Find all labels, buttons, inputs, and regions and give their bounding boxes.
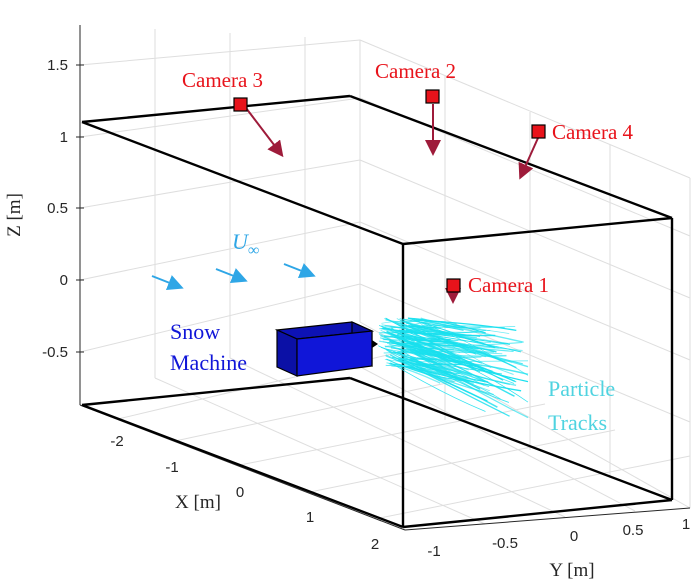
particle-track: [407, 344, 529, 383]
particle-track: [402, 357, 456, 376]
particle-track: [386, 358, 470, 382]
particle-track: [380, 346, 502, 375]
particle-track: [420, 333, 523, 365]
x-tick-labels: -2 -1 0 1 2: [110, 433, 379, 553]
camera-4: Camera 4: [518, 120, 634, 180]
camera-1-label: Camera 1: [468, 273, 549, 297]
y-tick: 1: [682, 516, 690, 533]
particle-track: [415, 319, 445, 334]
camera-3: Camera 3: [182, 68, 284, 158]
y-tick: -0.5: [492, 535, 518, 552]
flow-arrows: [151, 263, 316, 291]
particle-track: [416, 341, 529, 368]
particle-tracks-label: Tracks: [548, 410, 607, 435]
z-tick: -0.5: [42, 344, 68, 361]
particle-track: [421, 358, 448, 371]
particle-track: [397, 350, 507, 357]
y-tick: 0.5: [623, 522, 644, 539]
particle-track: [386, 348, 441, 354]
particle-track: [412, 349, 493, 373]
particle-tracks-label: Particle: [548, 376, 615, 401]
particle-track: [415, 350, 510, 385]
flow-arrow: [215, 268, 248, 284]
x-tick: 0: [236, 484, 244, 501]
particle-track: [422, 342, 488, 351]
particle-track: [379, 340, 495, 353]
x-tick: -1: [165, 459, 178, 476]
particle-track: [383, 328, 422, 335]
y-tick: -1: [427, 543, 440, 560]
y-axis-label: Y [m]: [549, 560, 594, 581]
particle-track: [390, 326, 509, 344]
particle-track: [421, 330, 459, 335]
x-tick: 2: [371, 536, 379, 553]
particle-track: [407, 317, 456, 335]
x-tick: -2: [110, 433, 123, 450]
camera-4-label: Camera 4: [552, 120, 634, 144]
particle-track: [381, 320, 427, 325]
camera-2: Camera 2: [375, 59, 456, 156]
z-tick: 0: [60, 272, 68, 289]
particle-track: [385, 354, 494, 396]
particle-track: [390, 362, 486, 412]
freestream-velocity-label: U∞: [232, 229, 259, 259]
particle-track: [399, 317, 444, 339]
measurement-volume-box: [81, 94, 674, 529]
z-tick: 0.5: [47, 200, 68, 217]
z-tick: 1.5: [47, 57, 68, 74]
z-tick-labels: 1.5 1 0.5 0 -0.5: [42, 57, 68, 361]
particle-track: [398, 348, 510, 403]
particle-track: [386, 330, 515, 397]
particle-track: [413, 318, 524, 343]
flow-arrow: [151, 275, 184, 291]
particle-tracks: [378, 317, 529, 419]
z-axis-label: Z [m]: [4, 193, 25, 237]
snow-machine-label: Machine: [170, 350, 247, 375]
y-tick-labels: -1 -0.5 0 0.5 1: [427, 516, 690, 560]
axis-lines: [76, 25, 691, 531]
y-tick: 0: [570, 528, 578, 545]
z-tick: 1: [60, 129, 68, 146]
particle-track: [406, 328, 517, 369]
particle-track: [379, 325, 505, 330]
particle-track: [396, 333, 435, 344]
camera-1: Camera 1: [445, 273, 549, 304]
snow-machine-label: Snow: [170, 319, 220, 344]
x-tick: 1: [306, 509, 314, 526]
particle-track: [399, 356, 488, 402]
snow-machine: [274, 321, 378, 377]
flow-arrow: [283, 263, 316, 279]
particle-track: [402, 318, 464, 331]
x-axis-label: X [m]: [175, 492, 221, 513]
camera-2-label: Camera 2: [375, 59, 456, 83]
camera-3-label: Camera 3: [182, 68, 263, 92]
back-wall-grid: [79, 25, 361, 405]
particle-track: [384, 359, 458, 375]
particle-track: [409, 357, 529, 376]
particle-track: [386, 362, 490, 388]
